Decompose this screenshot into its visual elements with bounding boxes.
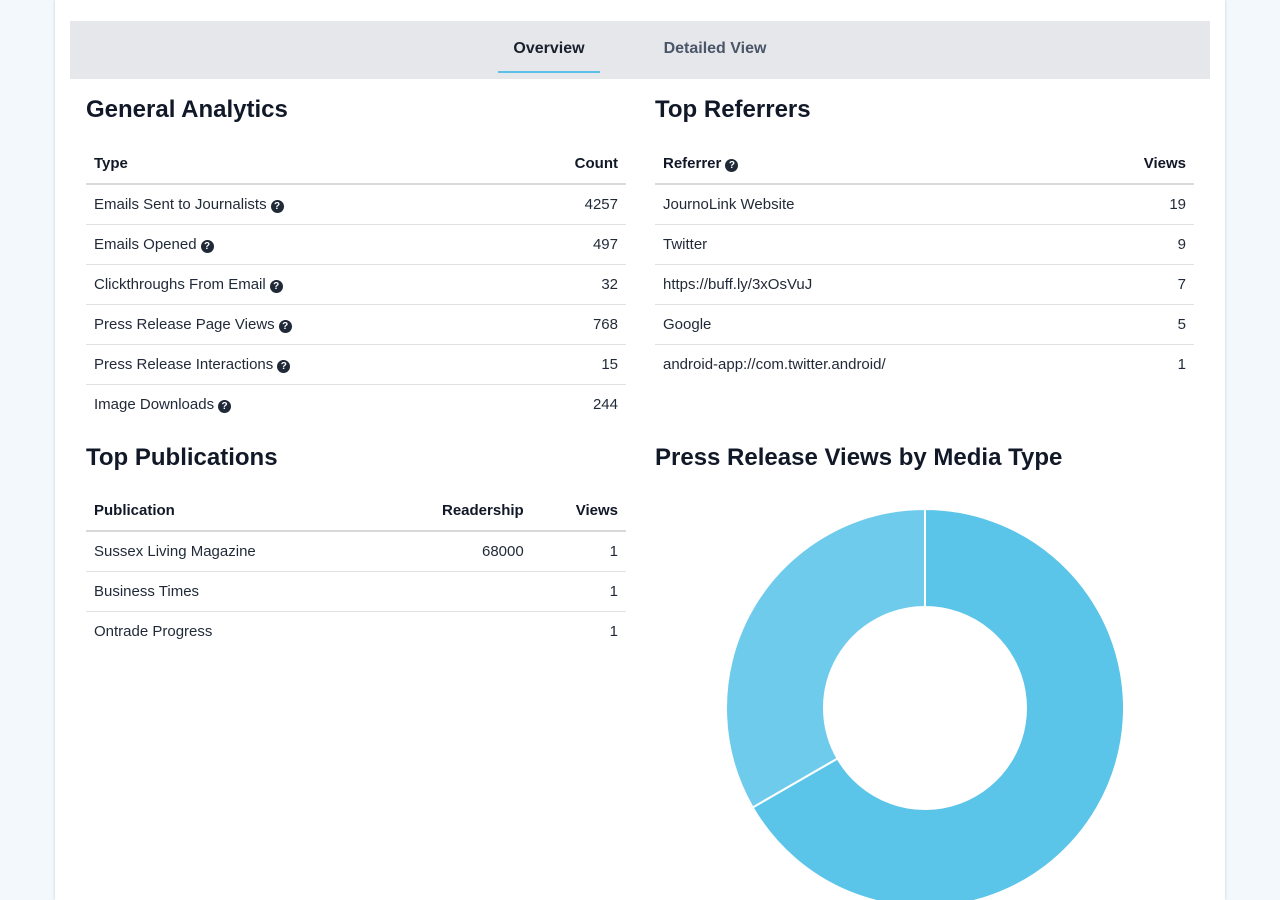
row-count: 32 xyxy=(508,264,626,305)
table-row: Image Downloads? 244 xyxy=(86,385,626,425)
row-views: 1 xyxy=(609,623,618,640)
row-readership xyxy=(374,612,532,652)
row-views: 5 xyxy=(1088,304,1194,345)
row-label-text: Press Release Interactions xyxy=(94,356,274,373)
row-label: Emails Sent to Journalists? xyxy=(86,184,509,225)
row-referrer: Twitter xyxy=(655,224,1089,265)
row-views: 19 xyxy=(1088,184,1194,225)
general-analytics-table: Type Count Emails Sent to Journalists? 4… xyxy=(86,143,626,424)
row-label: Press Release Interactions? xyxy=(86,344,509,385)
column-header-type: Type xyxy=(86,143,509,185)
question-circle-icon[interactable]: ? xyxy=(725,158,739,172)
column-header-views[interactable]: Views xyxy=(531,490,626,532)
row-label: Clickthroughs From Email? xyxy=(86,264,509,305)
media-type-donut-chart xyxy=(725,508,1125,900)
top-referrers-table: Referrer? Views JournoLink Website 19 Tw… xyxy=(655,143,1194,384)
column-header-publication: Publication xyxy=(86,490,374,532)
table-row: Business Times 1 xyxy=(86,571,626,612)
row-referrer: JournoLink Website xyxy=(655,184,1089,225)
table-header-row: Referrer? Views xyxy=(655,143,1194,185)
row-count: 4257 xyxy=(508,184,626,225)
table-row: android-app://com.twitter.android/ 1 xyxy=(655,345,1194,385)
table-row: Ontrade Progress 1 xyxy=(86,612,626,652)
donut-slice-1[interactable] xyxy=(751,508,1125,900)
row-label-text: Clickthroughs From Email xyxy=(94,276,266,293)
row-count: 15 xyxy=(508,344,626,385)
table-row: Emails Sent to Journalists? 4257 xyxy=(86,184,626,225)
column-header-views: Views xyxy=(1088,143,1194,185)
table-row: Google 5 xyxy=(655,304,1194,345)
analytics-card: Overview Detailed View General Analytics… xyxy=(55,0,1225,900)
row-referrer: Google xyxy=(655,304,1089,345)
row-publication: Business Times xyxy=(86,571,374,612)
question-circle-icon[interactable]: ? xyxy=(278,320,292,333)
tab-bar: Overview Detailed View xyxy=(70,21,1210,79)
general-analytics-title: General Analytics xyxy=(86,96,288,123)
table-row: Press Release Page Views? 768 xyxy=(86,304,626,345)
question-circle-icon[interactable]: ? xyxy=(270,200,284,213)
row-label: Image Downloads? xyxy=(86,385,509,425)
row-views: 1 xyxy=(1177,356,1186,373)
row-count: 768 xyxy=(508,304,626,345)
row-label-text: Press Release Page Views xyxy=(94,316,275,333)
row-label-text: Emails Sent to Journalists xyxy=(94,196,267,213)
column-header-referrer: Referrer? xyxy=(655,143,1089,185)
row-count: 497 xyxy=(508,224,626,265)
table-row: Sussex Living Magazine 68000 1 xyxy=(86,531,626,572)
table-row: Twitter 9 xyxy=(655,224,1194,265)
row-readership xyxy=(373,571,532,612)
row-label-text: Image Downloads xyxy=(94,396,215,413)
row-views: 1 xyxy=(531,571,626,612)
row-views: 7 xyxy=(1088,264,1194,305)
row-readership: 68000 xyxy=(373,531,532,572)
row-publication: Sussex Living Magazine xyxy=(86,531,374,572)
table-row: Clickthroughs From Email? 32 xyxy=(86,264,626,305)
row-referrer: android-app://com.twitter.android/ xyxy=(663,356,886,373)
row-views: 1 xyxy=(531,531,626,572)
top-publications-table: Publication Readership Views Sussex Livi… xyxy=(86,490,626,651)
question-circle-icon[interactable]: ? xyxy=(277,360,291,373)
table-header-row: Type Count xyxy=(86,143,626,185)
donut-slice-2[interactable] xyxy=(725,508,926,809)
top-referrers-title: Top Referrers xyxy=(655,96,811,123)
row-label: Emails Opened? xyxy=(86,224,509,265)
column-header-referrer-label: Referrer xyxy=(663,154,722,172)
row-count: 244 xyxy=(592,396,618,413)
tab-detailed-view[interactable]: Detailed View xyxy=(663,40,767,57)
question-circle-icon[interactable]: ? xyxy=(218,400,232,413)
table-header-row: Publication Readership Views xyxy=(86,490,626,532)
media-type-chart-title: Press Release Views by Media Type xyxy=(655,444,1063,471)
table-row: https://buff.ly/3xOsVuJ 7 xyxy=(655,264,1194,305)
column-header-readership: Readership xyxy=(373,490,532,532)
top-publications-title: Top Publications xyxy=(86,444,278,471)
tab-overview[interactable]: Overview xyxy=(498,21,600,73)
question-circle-icon[interactable]: ? xyxy=(200,240,214,253)
row-publication: Ontrade Progress xyxy=(94,623,213,640)
row-views: 9 xyxy=(1088,224,1194,265)
row-referrer: https://buff.ly/3xOsVuJ xyxy=(655,264,1089,305)
table-row: Press Release Interactions? 15 xyxy=(86,344,626,385)
row-label-text: Emails Opened xyxy=(94,236,197,253)
column-header-count: Count xyxy=(508,143,626,185)
table-row: Emails Opened? 497 xyxy=(86,224,626,265)
question-circle-icon[interactable]: ? xyxy=(269,280,283,293)
table-row: JournoLink Website 19 xyxy=(655,184,1194,225)
row-label: Press Release Page Views? xyxy=(86,304,509,345)
